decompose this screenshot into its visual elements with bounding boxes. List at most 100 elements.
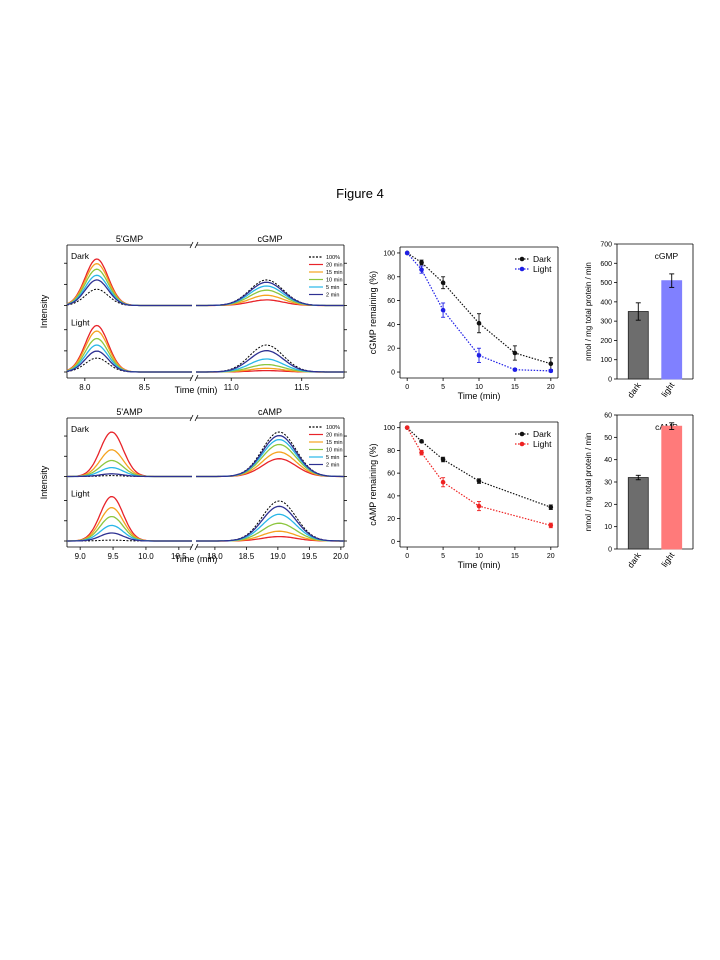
- panel-label-dark: Dark: [71, 424, 90, 434]
- trace-dark-20min: [67, 431, 192, 478]
- y-tick-label: 0: [608, 547, 612, 554]
- trace-dark-2min: [196, 434, 344, 478]
- legend-marker: [519, 441, 525, 447]
- category-label-light: light: [659, 550, 677, 569]
- point-dark: [548, 504, 554, 510]
- x-axis-label: Time (min): [175, 385, 218, 395]
- y-tick-label: 10: [604, 524, 612, 531]
- x-tick-label: 18.5: [239, 552, 255, 561]
- y-tick-label: 40: [387, 322, 395, 329]
- y-tick-label: 0: [391, 539, 395, 546]
- trace-dark-2min: [196, 281, 344, 307]
- point-dark: [440, 457, 446, 462]
- x-tick-label: 0: [405, 384, 409, 391]
- y-tick-label: 100: [383, 425, 395, 432]
- y-tick-label: 40: [387, 493, 395, 500]
- y-tick-label: 40: [604, 457, 612, 464]
- point-light: [419, 267, 424, 272]
- legend-label: 5 min: [326, 455, 339, 461]
- trace-dark-15min: [66, 263, 192, 307]
- legend-marker: [519, 256, 525, 262]
- x-tick-label: 15: [511, 553, 519, 560]
- point-light: [440, 479, 446, 485]
- trace-light-2min: [67, 532, 192, 542]
- axis-break-gap: [192, 415, 196, 421]
- y-axis-label: nmol / mg total protein / min: [584, 262, 593, 361]
- trace-dark-2min: [67, 473, 192, 478]
- point-light: [404, 250, 410, 256]
- legend-label-dark: Dark: [533, 254, 552, 264]
- legend-label: 15 min: [326, 270, 343, 276]
- x-tick-label: 20.0: [333, 552, 349, 561]
- y-tick-label: 20: [387, 516, 395, 523]
- category-label-light: light: [659, 380, 677, 399]
- trace-dark-20min: [196, 458, 344, 478]
- legend-label-dark: Dark: [533, 429, 552, 439]
- x-tick-label: 5: [441, 553, 445, 560]
- legend-label: 100%: [326, 255, 340, 261]
- series-line-light: [406, 427, 551, 526]
- x-axis-label: Time (min): [175, 554, 218, 564]
- figure-title: Figure 4: [336, 186, 384, 201]
- y-axis-label: Intensity: [39, 465, 49, 499]
- x-tick-label: 8.0: [79, 383, 91, 392]
- x-tick-label: 9.0: [75, 552, 87, 561]
- y-tick-label: 60: [604, 413, 612, 420]
- x-tick-label: 0: [405, 553, 409, 560]
- x-tick-label: 8.5: [139, 383, 151, 392]
- y-tick-label: 0: [391, 370, 395, 377]
- y-tick-label: 80: [387, 274, 395, 281]
- y-tick-label: 20: [387, 346, 395, 353]
- trace-dark-100: [196, 431, 344, 477]
- legend-marker: [519, 431, 525, 437]
- panel-label-light: Light: [71, 318, 90, 328]
- x-tick-label: 10: [475, 553, 483, 560]
- legend-label: 2 min: [326, 293, 339, 299]
- y-tick-label: 0: [608, 377, 612, 384]
- y-tick-label: 100: [600, 357, 612, 364]
- series-line-dark: [406, 427, 552, 508]
- bar-light: [661, 280, 683, 380]
- trace-dark-100: [66, 288, 192, 306]
- right-panel-title: cGMP: [257, 234, 282, 244]
- point-light: [548, 368, 554, 374]
- trace-light-2min: [66, 350, 192, 373]
- bar-dark: [627, 477, 649, 550]
- legend-label: 5 min: [326, 285, 339, 291]
- y-tick-label: 300: [600, 319, 612, 326]
- point-light: [476, 353, 482, 358]
- axis-break-mark: [194, 414, 199, 422]
- x-tick-label: 11.0: [224, 383, 240, 392]
- y-tick-label: 600: [600, 261, 612, 268]
- right-panel-title: cAMP: [258, 407, 282, 417]
- point-dark: [512, 350, 518, 356]
- legend-label-light: Light: [533, 264, 552, 274]
- point-light: [476, 503, 482, 509]
- panel-label-light: Light: [71, 489, 90, 499]
- point-light: [440, 307, 446, 313]
- axis-break-mark: [194, 374, 199, 382]
- series-line-light: [406, 252, 551, 372]
- left-panel-title: 5'AMP: [116, 407, 142, 417]
- trace-light-100: [66, 357, 192, 373]
- point-dark: [476, 320, 482, 326]
- bar-chart-title: cGMP: [655, 251, 679, 261]
- x-tick-label: 20: [547, 384, 555, 391]
- point-dark: [419, 439, 424, 444]
- y-tick-label: 100: [383, 250, 395, 257]
- x-tick-label: 11.5: [294, 383, 310, 392]
- bar-light: [661, 425, 683, 550]
- axis-break-mark: [189, 543, 194, 551]
- bar-dark: [627, 311, 649, 380]
- trace-light-2min: [196, 349, 344, 373]
- x-tick-label: 10: [475, 384, 483, 391]
- y-tick-label: 30: [604, 480, 612, 487]
- point-dark: [548, 361, 554, 367]
- trace-dark-5min: [196, 438, 344, 478]
- y-tick-label: 20: [604, 502, 612, 509]
- y-tick-label: 80: [387, 448, 395, 455]
- y-tick-label: 60: [387, 298, 395, 305]
- trace-light-20min: [66, 324, 192, 373]
- axis-break-mark: [189, 414, 194, 422]
- y-tick-label: 700: [600, 242, 612, 249]
